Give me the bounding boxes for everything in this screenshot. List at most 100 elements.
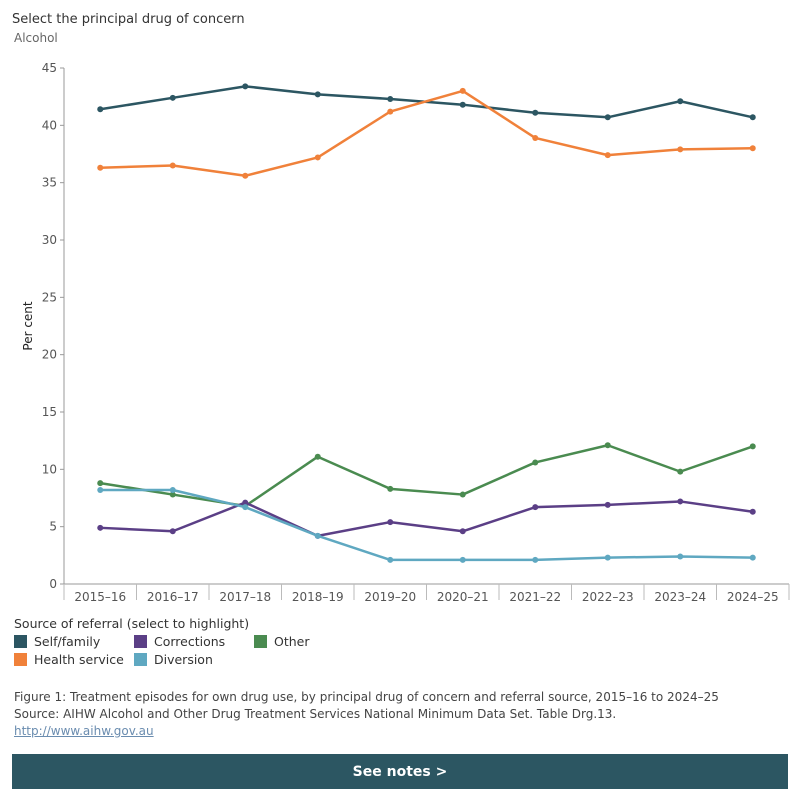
data-point-health-service[interactable] xyxy=(242,172,249,179)
y-tick-label: 30 xyxy=(42,233,57,247)
data-point-other[interactable] xyxy=(169,491,176,498)
data-point-other[interactable] xyxy=(387,485,394,492)
series-corrections[interactable] xyxy=(97,498,756,539)
data-point-health-service[interactable] xyxy=(677,146,684,153)
data-point-corrections[interactable] xyxy=(749,508,756,515)
source-link[interactable]: http://www.aihw.gov.au xyxy=(14,724,154,738)
legend-item-health-service[interactable]: Health service xyxy=(14,652,134,667)
x-tick-label: 2020–21 xyxy=(437,590,489,604)
data-point-diversion[interactable] xyxy=(532,556,539,563)
x-axis: 2015–16 2016–17 2017–18 2018–19 2019–20 2020–… xyxy=(63,583,790,604)
y-tick-label: 5 xyxy=(49,520,57,534)
y-tick-label: 20 xyxy=(42,348,57,362)
data-point-self-family[interactable] xyxy=(459,101,466,108)
series-line-corrections[interactable] xyxy=(100,500,753,538)
data-point-diversion[interactable] xyxy=(169,486,176,493)
data-point-self-family[interactable] xyxy=(169,94,176,101)
x-tick-label: 2021–22 xyxy=(509,590,561,604)
data-point-self-family[interactable] xyxy=(532,109,539,116)
series-line-diversion[interactable] xyxy=(100,488,753,562)
data-point-other[interactable] xyxy=(314,453,321,460)
data-point-self-family[interactable] xyxy=(97,106,104,113)
data-point-corrections[interactable] xyxy=(242,499,249,506)
data-point-corrections[interactable] xyxy=(97,524,104,531)
data-point-self-family[interactable] xyxy=(604,114,611,121)
series-line-other[interactable] xyxy=(100,444,754,508)
data-point-health-service[interactable] xyxy=(169,162,176,169)
y-axis-title: Per cent xyxy=(21,301,35,351)
data-point-self-family[interactable] xyxy=(677,98,684,105)
legend-label-diversion: Diversion xyxy=(154,652,213,667)
data-point-health-service[interactable] xyxy=(749,145,756,152)
series-other[interactable] xyxy=(97,442,756,510)
data-point-other[interactable] xyxy=(97,480,104,487)
data-point-self-family[interactable] xyxy=(387,95,394,102)
data-point-health-service[interactable] xyxy=(532,134,539,141)
data-point-other[interactable] xyxy=(604,442,611,449)
x-tick-label: 2022–23 xyxy=(582,590,634,604)
data-point-corrections[interactable] xyxy=(459,528,466,535)
data-point-diversion[interactable] xyxy=(314,532,321,539)
x-tick-label: 2023–24 xyxy=(654,590,706,604)
data-point-other[interactable] xyxy=(532,459,539,466)
data-point-diversion[interactable] xyxy=(604,554,611,561)
legend-swatch-health-service xyxy=(14,653,27,666)
x-tick-label: 2017–18 xyxy=(219,590,271,604)
data-point-corrections[interactable] xyxy=(532,504,539,511)
legend: Source of referral (select to highlight)… xyxy=(14,616,374,667)
data-point-diversion[interactable] xyxy=(677,553,684,560)
legend-label-other: Other xyxy=(274,634,310,649)
y-tick-label: 35 xyxy=(42,176,57,190)
legend-item-self-family[interactable]: Self/family xyxy=(14,634,134,649)
y-tick-label: 25 xyxy=(42,290,57,304)
x-tick-label: 2015–16 xyxy=(74,590,126,604)
data-point-self-family[interactable] xyxy=(314,91,321,98)
y-tick-label: 40 xyxy=(42,118,57,132)
data-point-self-family[interactable] xyxy=(242,83,249,90)
legend-item-diversion[interactable]: Diversion xyxy=(134,652,254,667)
legend-item-corrections[interactable]: Corrections xyxy=(134,634,254,649)
y-tick-label: 10 xyxy=(42,462,57,476)
data-point-corrections[interactable] xyxy=(169,528,176,535)
data-point-other[interactable] xyxy=(749,443,756,450)
data-point-diversion[interactable] xyxy=(749,554,756,561)
y-tick-label: 0 xyxy=(49,577,57,591)
legend-swatch-other xyxy=(254,635,267,648)
legend-label-corrections: Corrections xyxy=(154,634,226,649)
legend-swatch-self-family xyxy=(14,635,27,648)
filter-label: Select the principal drug of concern xyxy=(12,12,245,27)
x-tick-label: 2019–20 xyxy=(364,590,416,604)
filter-select[interactable]: Alcohol xyxy=(14,31,58,45)
data-point-health-service[interactable] xyxy=(459,87,466,94)
footer: Figure 1: Treatment episodes for own dru… xyxy=(14,689,719,740)
data-point-health-service[interactable] xyxy=(604,152,611,159)
data-point-health-service[interactable] xyxy=(314,154,321,161)
x-tick-label: 2016–17 xyxy=(147,590,199,604)
data-point-other[interactable] xyxy=(677,468,684,475)
legend-label-health-service: Health service xyxy=(34,652,124,667)
data-point-corrections[interactable] xyxy=(677,498,684,505)
line-chart: 0 5 10 15 20 25 30 35 40 45 2015–16 2016–17 2017–18… xyxy=(21,61,790,604)
series-line-health-service[interactable] xyxy=(100,89,753,178)
data-point-health-service[interactable] xyxy=(97,164,104,171)
data-point-self-family[interactable] xyxy=(749,114,756,121)
data-point-diversion[interactable] xyxy=(242,504,249,511)
x-tick-label: 2024–25 xyxy=(727,590,779,604)
data-point-other[interactable] xyxy=(459,491,466,498)
data-point-corrections[interactable] xyxy=(387,519,394,526)
legend-grid: Self/family Corrections Other Health ser… xyxy=(14,634,374,667)
series-health-service[interactable] xyxy=(97,87,756,179)
y-axis: 0 5 10 15 20 25 30 35 40 45 xyxy=(42,61,65,591)
legend-label-self-family: Self/family xyxy=(34,634,101,649)
legend-item-other[interactable]: Other xyxy=(254,634,374,649)
series-diversion[interactable] xyxy=(97,486,756,563)
data-point-diversion[interactable] xyxy=(459,556,466,563)
see-notes-button[interactable]: See notes > xyxy=(12,754,788,789)
data-point-diversion[interactable] xyxy=(387,556,394,563)
y-tick-label: 45 xyxy=(42,61,57,75)
figure-caption: Figure 1: Treatment episodes for own dru… xyxy=(14,690,719,704)
legend-swatch-diversion xyxy=(134,653,147,666)
data-point-health-service[interactable] xyxy=(387,108,394,115)
data-point-diversion[interactable] xyxy=(97,486,104,493)
data-point-corrections[interactable] xyxy=(604,501,611,508)
